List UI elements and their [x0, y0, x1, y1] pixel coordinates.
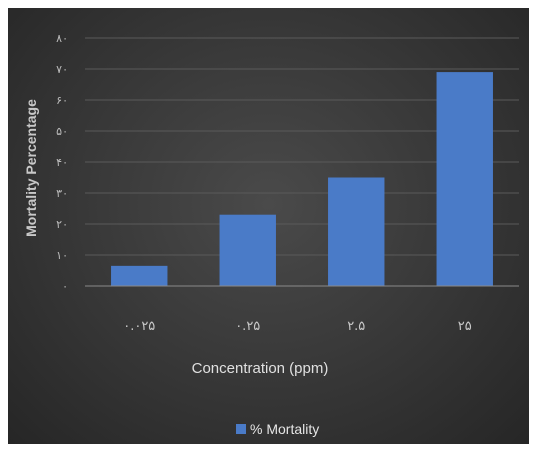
legend: % Mortality	[236, 421, 319, 437]
bar-3	[328, 177, 385, 286]
bar-4	[436, 72, 493, 286]
bar-chart: ۰ ۱۰ ۲۰ ۳۰ ۴۰ ۵۰ ۶۰ ۷۰ ۸۰ ۰.۰۲۵ ۰.۲۵ ۲.۵ ۲۵ Concent…	[23, 32, 519, 437]
x-tick-label: ۰.۲۵	[235, 319, 260, 334]
y-tick-label: ۱۰	[56, 249, 68, 262]
bar-1	[111, 265, 168, 286]
legend-label: % Mortality	[250, 421, 319, 437]
x-tick-labels: ۰.۰۲۵ ۰.۲۵ ۲.۵ ۲۵	[123, 319, 472, 334]
grid-lines	[85, 37, 519, 256]
bars	[111, 72, 493, 286]
y-tick-label: ۳۰	[56, 187, 68, 200]
chart-frame: ۰ ۱۰ ۲۰ ۳۰ ۴۰ ۵۰ ۶۰ ۷۰ ۸۰ ۰.۰۲۵ ۰.۲۵ ۲.۵ ۲۵ Concent…	[8, 8, 529, 444]
legend-swatch	[236, 424, 246, 434]
x-tick-label: ۲.۵	[347, 319, 365, 334]
y-tick-label: ۴۰	[56, 156, 68, 169]
y-tick-labels: ۰ ۱۰ ۲۰ ۳۰ ۴۰ ۵۰ ۶۰ ۷۰ ۸۰	[56, 32, 68, 293]
y-tick-label: ۷۰	[56, 63, 68, 76]
y-tick-label: ۶۰	[56, 94, 68, 107]
x-tick-label: ۲۵	[458, 319, 472, 334]
y-tick-label: ۲۰	[56, 218, 68, 231]
y-tick-label: ۸۰	[56, 32, 68, 45]
x-tick-label: ۰.۰۲۵	[123, 319, 155, 334]
bar-2	[219, 214, 276, 286]
y-tick-label: ۰	[62, 280, 68, 293]
y-axis-title: Mortality Percentage	[23, 99, 39, 237]
y-tick-label: ۵۰	[56, 125, 68, 138]
x-axis-title: Concentration (ppm)	[192, 360, 329, 377]
